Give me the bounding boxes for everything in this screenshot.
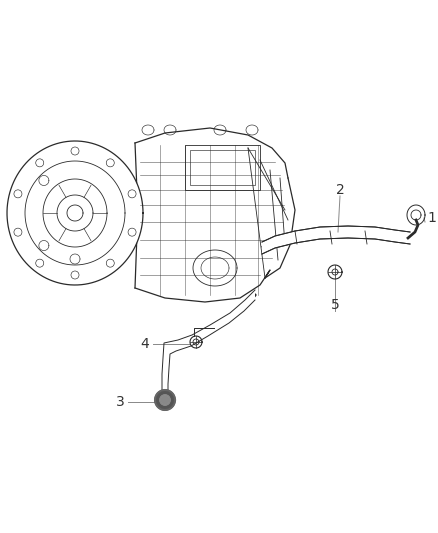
Text: 1: 1 bbox=[427, 211, 436, 225]
Polygon shape bbox=[262, 226, 410, 254]
Text: 4: 4 bbox=[141, 337, 149, 351]
Text: 2: 2 bbox=[336, 183, 344, 197]
Circle shape bbox=[155, 390, 175, 410]
Text: 3: 3 bbox=[116, 395, 124, 409]
Text: 5: 5 bbox=[331, 298, 339, 312]
Circle shape bbox=[160, 395, 170, 405]
Polygon shape bbox=[162, 290, 255, 395]
